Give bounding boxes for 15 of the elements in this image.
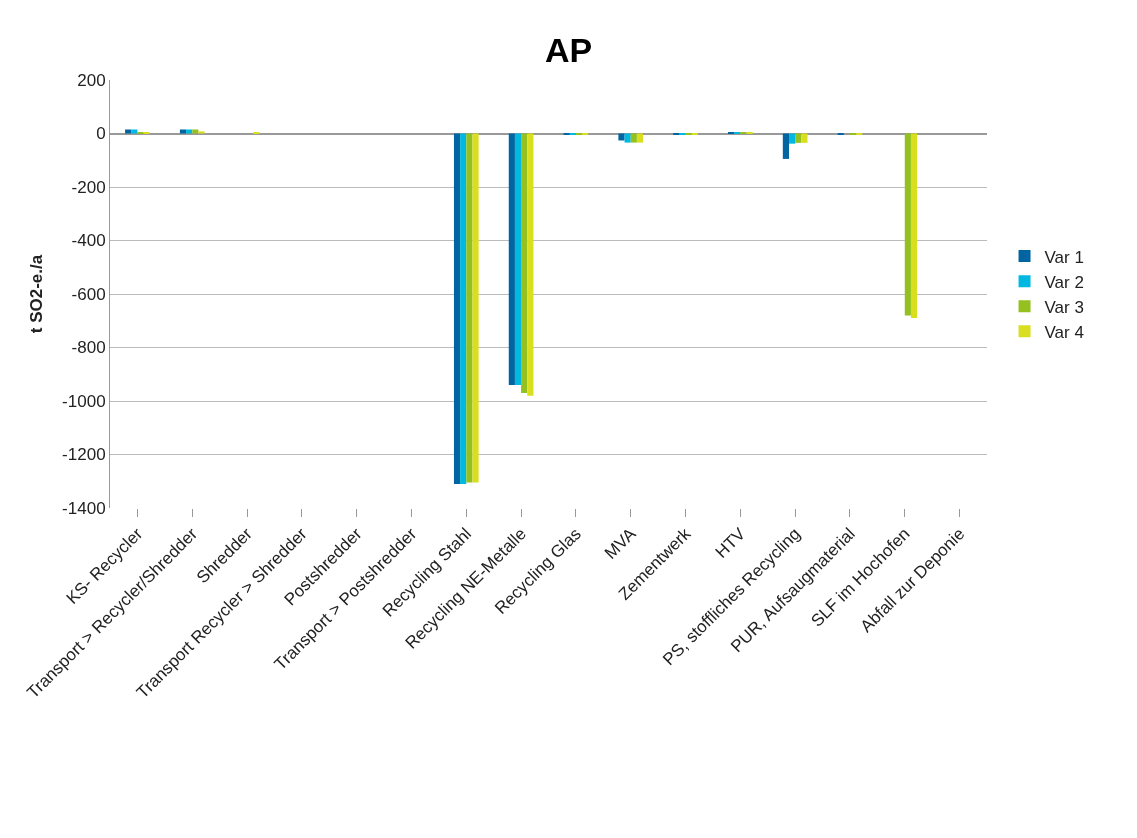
- y-tick-label: -800: [71, 338, 106, 358]
- legend-label: Var 3: [1044, 297, 1084, 317]
- y-tick-label: -1200: [62, 445, 106, 465]
- legend-label: Var 4: [1044, 322, 1084, 342]
- y-tick-label: -1400: [62, 498, 106, 518]
- y-tick-label: -600: [71, 284, 106, 304]
- y-tick-label: 0: [96, 124, 106, 144]
- y-tick-label: -400: [71, 231, 106, 251]
- chart-title: AP: [544, 30, 593, 69]
- y-axis-title: t SO2-e./a: [26, 254, 46, 334]
- y-tick-label: -200: [71, 177, 106, 197]
- legend-label: Var 1: [1044, 247, 1084, 267]
- y-tick-label: -1000: [62, 391, 106, 411]
- legend-label: Var 2: [1044, 272, 1084, 292]
- y-tick-label: 200: [77, 70, 106, 90]
